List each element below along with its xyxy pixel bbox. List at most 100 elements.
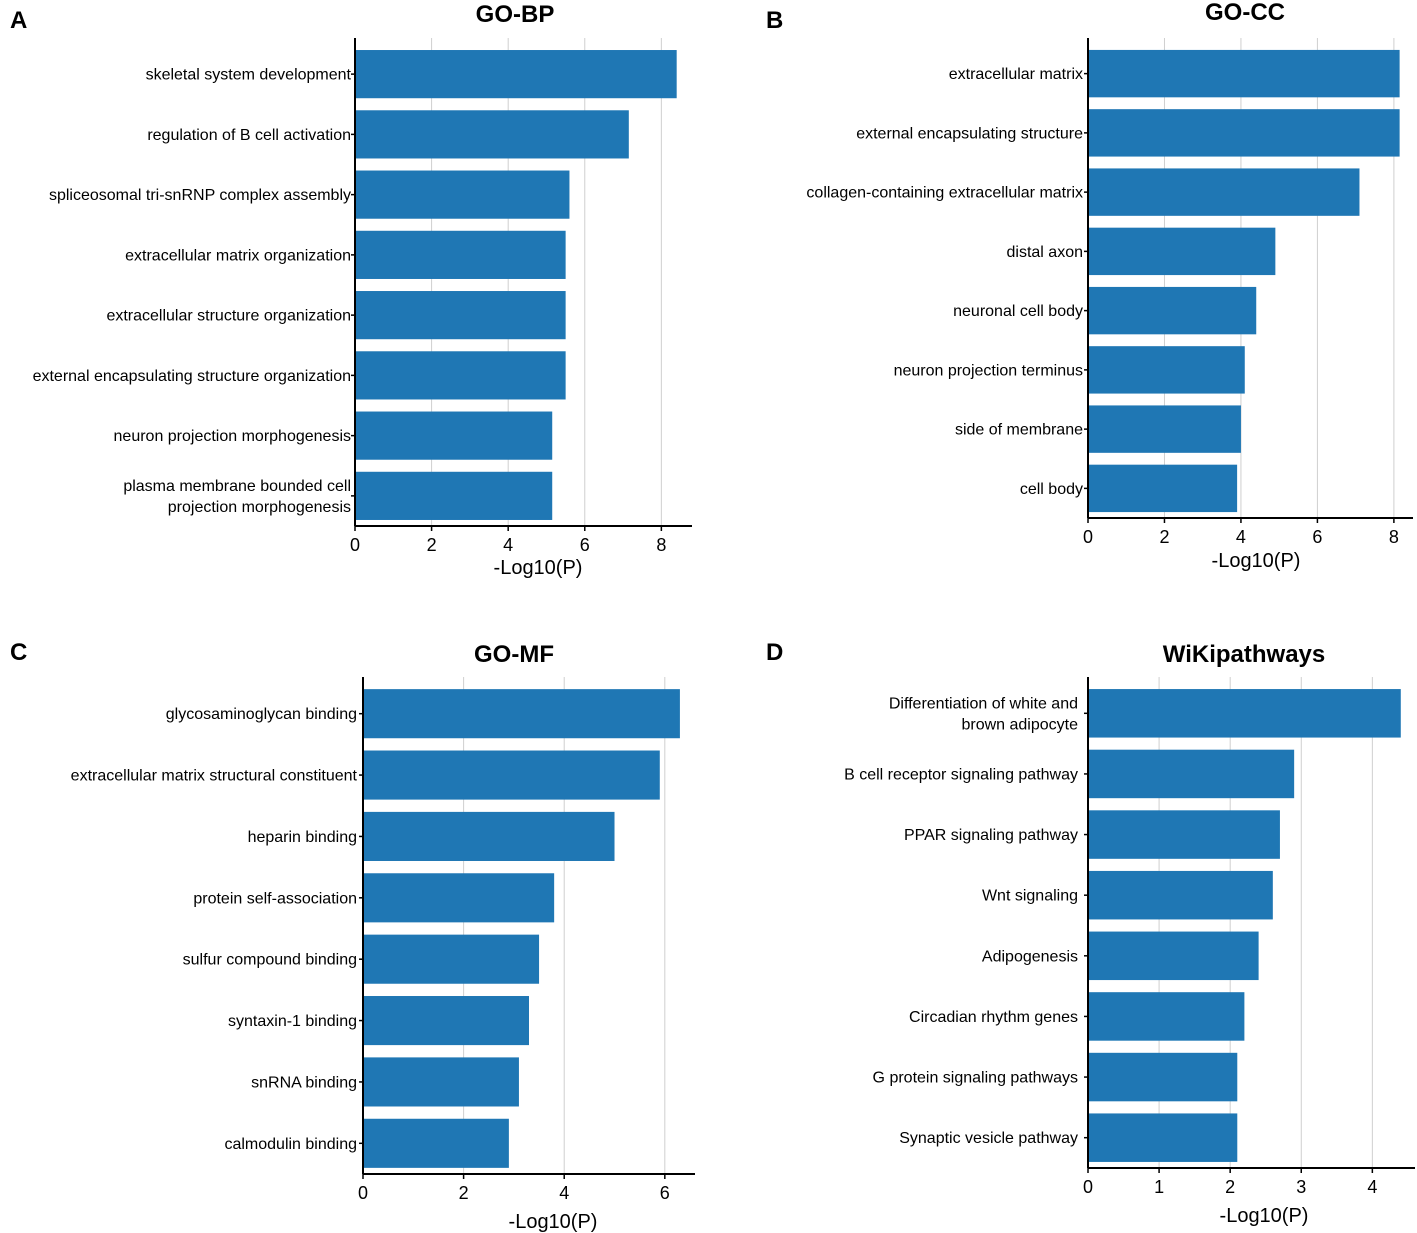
panel-letter: A bbox=[10, 7, 27, 34]
category-label-line: G protein signaling pathways bbox=[873, 1070, 1078, 1087]
x-axis-title: -Log10(P) bbox=[494, 557, 583, 579]
x-tick-label: 2 bbox=[427, 535, 437, 555]
category-label: sulfur compound binding bbox=[183, 952, 357, 969]
category-label: regulation of B cell activation bbox=[147, 127, 351, 144]
category-label: Adipogenesis bbox=[982, 948, 1078, 965]
category-label: calmodulin binding bbox=[224, 1136, 357, 1153]
category-label-line: sulfur compound binding bbox=[183, 952, 357, 969]
category-label-line: Differentiation of white and bbox=[889, 695, 1078, 712]
x-tick-label: 4 bbox=[1236, 527, 1246, 547]
category-label: heparin binding bbox=[248, 829, 357, 846]
category-label-line: plasma membrane bounded cell bbox=[123, 478, 351, 495]
category-label: syntaxin-1 binding bbox=[228, 1013, 357, 1030]
x-tick-label: 0 bbox=[350, 535, 360, 555]
bar bbox=[363, 873, 555, 923]
category-label-line: neuron projection terminus bbox=[894, 362, 1083, 379]
x-axis-title: -Log10(P) bbox=[1220, 1205, 1309, 1227]
bar bbox=[1088, 689, 1401, 738]
panel-letter: D bbox=[766, 639, 783, 666]
category-label-line: neuronal cell body bbox=[953, 303, 1083, 320]
bar bbox=[1088, 227, 1276, 276]
category-label-line: extracellular structure organization bbox=[106, 308, 351, 325]
category-label: PPAR signaling pathway bbox=[904, 827, 1078, 844]
chart-title: WiKipathways bbox=[1163, 641, 1325, 668]
bar bbox=[355, 291, 566, 340]
chart-panel-a: A GO-BP skeletal system development regulat… bbox=[10, 1, 692, 579]
category-label-line: Circadian rhythm genes bbox=[909, 1009, 1078, 1026]
bar bbox=[1088, 168, 1360, 216]
bar bbox=[1088, 109, 1400, 157]
bar bbox=[355, 230, 566, 279]
category-label: Synaptic vesicle pathway bbox=[899, 1130, 1078, 1147]
x-axis-title: -Log10(P) bbox=[509, 1211, 598, 1233]
x-tick-label: 6 bbox=[580, 535, 590, 555]
category-label: plasma membrane bounded cell projection m… bbox=[123, 478, 351, 516]
x-tick-label: 8 bbox=[656, 535, 666, 555]
category-label-line: cell body bbox=[1020, 481, 1083, 498]
x-tick-label: 4 bbox=[503, 535, 513, 555]
category-label: external encapsulating structure organiz… bbox=[33, 368, 351, 385]
x-tick-label: 8 bbox=[1389, 527, 1399, 547]
category-label-line: B cell receptor signaling pathway bbox=[844, 766, 1078, 783]
category-label-line: external encapsulating structure organiz… bbox=[33, 368, 351, 385]
category-label-line: extracellular matrix bbox=[949, 66, 1083, 83]
category-label-line: regulation of B cell activation bbox=[147, 127, 351, 144]
bar bbox=[363, 996, 529, 1046]
x-tick-label: 0 bbox=[1083, 1177, 1093, 1197]
category-label: G protein signaling pathways bbox=[873, 1070, 1078, 1087]
category-label: external encapsulating structure bbox=[856, 125, 1083, 142]
x-tick-label: 4 bbox=[559, 1183, 569, 1203]
chart-panel-c: C GO-MF glycosaminoglycan binding extracell… bbox=[10, 639, 695, 1233]
bar bbox=[363, 811, 615, 861]
category-label-line: collagen-containing extracellular matrix bbox=[806, 185, 1083, 202]
bar bbox=[1088, 405, 1241, 453]
category-label-line: brown adipocyte bbox=[961, 716, 1078, 733]
bar bbox=[1088, 810, 1280, 859]
x-tick-label: 2 bbox=[1159, 527, 1169, 547]
bar bbox=[1088, 464, 1238, 513]
category-label-line: snRNA binding bbox=[251, 1074, 357, 1091]
bar bbox=[1088, 1113, 1238, 1162]
category-label-line: distal axon bbox=[1007, 244, 1084, 261]
category-label-line: Wnt signaling bbox=[982, 888, 1078, 905]
bar bbox=[363, 689, 680, 739]
category-label-line: glycosaminoglycan binding bbox=[166, 706, 357, 723]
category-label: Circadian rhythm genes bbox=[909, 1009, 1078, 1026]
bar bbox=[1088, 286, 1257, 335]
category-label-line: projection morphogenesis bbox=[168, 499, 351, 516]
category-label: snRNA binding bbox=[251, 1074, 357, 1091]
category-label: Differentiation of white and brown adipoc… bbox=[889, 695, 1078, 733]
chart-title: GO-MF bbox=[474, 641, 554, 668]
bar bbox=[1088, 870, 1273, 920]
category-label-line: protein self-association bbox=[193, 890, 357, 907]
category-label-line: extracellular matrix organization bbox=[125, 247, 351, 264]
category-label: extracellular matrix organization bbox=[125, 247, 351, 264]
panel-letter: B bbox=[766, 7, 783, 34]
chart-panel-b: B GO-CC extracellular matrix external encap… bbox=[766, 0, 1413, 572]
category-label: neuron projection terminus bbox=[894, 362, 1083, 379]
category-label-line: PPAR signaling pathway bbox=[904, 827, 1078, 844]
category-label-line: Synaptic vesicle pathway bbox=[899, 1130, 1078, 1147]
bar bbox=[355, 110, 629, 159]
x-axis-title: -Log10(P) bbox=[1212, 550, 1301, 572]
category-label-line: neuron projection morphogenesis bbox=[114, 428, 351, 445]
bar bbox=[363, 934, 540, 984]
x-tick-label: 2 bbox=[459, 1183, 469, 1203]
category-label: cell body bbox=[1020, 481, 1083, 498]
category-label: extracellular structure organization bbox=[106, 308, 351, 325]
x-tick-label: 3 bbox=[1296, 1177, 1306, 1197]
category-label: neuron projection morphogenesis bbox=[114, 428, 351, 445]
panel-letter: C bbox=[10, 639, 27, 666]
bar bbox=[1088, 49, 1400, 98]
category-label-line: calmodulin binding bbox=[224, 1136, 357, 1153]
category-label: B cell receptor signaling pathway bbox=[844, 766, 1078, 783]
bar bbox=[363, 1118, 509, 1168]
bar bbox=[355, 170, 570, 219]
category-label: side of membrane bbox=[955, 422, 1083, 439]
category-label-line: heparin binding bbox=[248, 829, 357, 846]
x-tick-label: 0 bbox=[1083, 527, 1093, 547]
category-label-line: skeletal system development bbox=[146, 67, 352, 84]
category-label-line: external encapsulating structure bbox=[856, 125, 1083, 142]
category-label-line: Adipogenesis bbox=[982, 948, 1078, 965]
category-label: Wnt signaling bbox=[982, 888, 1078, 905]
